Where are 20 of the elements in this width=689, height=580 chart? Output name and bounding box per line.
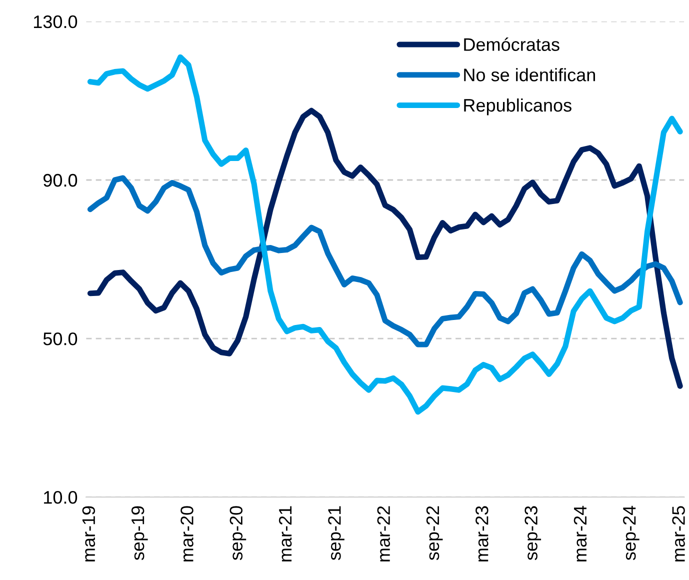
x-tick-label: sep-22 <box>426 506 443 560</box>
x-tick-label: sep-20 <box>230 506 246 560</box>
y-tick-label: 50.0 <box>43 332 78 346</box>
x-tick-label: mar-19 <box>82 506 96 562</box>
x-tick-label: mar-21 <box>278 506 292 562</box>
x-tick-label: mar-24 <box>574 506 587 562</box>
x-tick-label: sep-21 <box>328 506 344 560</box>
y-tick-label: 90.0 <box>44 174 78 187</box>
legend-label: Republicanos <box>464 98 572 116</box>
x-tick-label: sep-19 <box>131 506 148 560</box>
x-tick-label: sep-24 <box>622 506 640 560</box>
x-tick-label: mar-23 <box>476 506 488 562</box>
legend-label: No se identifican <box>464 68 595 82</box>
y-tick-label: 130.0 <box>34 15 78 28</box>
x-tick-label: mar-20 <box>180 506 194 562</box>
x-tick-label: mar-25 <box>672 506 685 562</box>
y-tick-label: 10.0 <box>44 490 78 504</box>
legend-label: Demócratas <box>464 38 560 51</box>
x-tick-label: sep-23 <box>524 506 542 560</box>
x-tick-label: mar-22 <box>377 506 390 562</box>
